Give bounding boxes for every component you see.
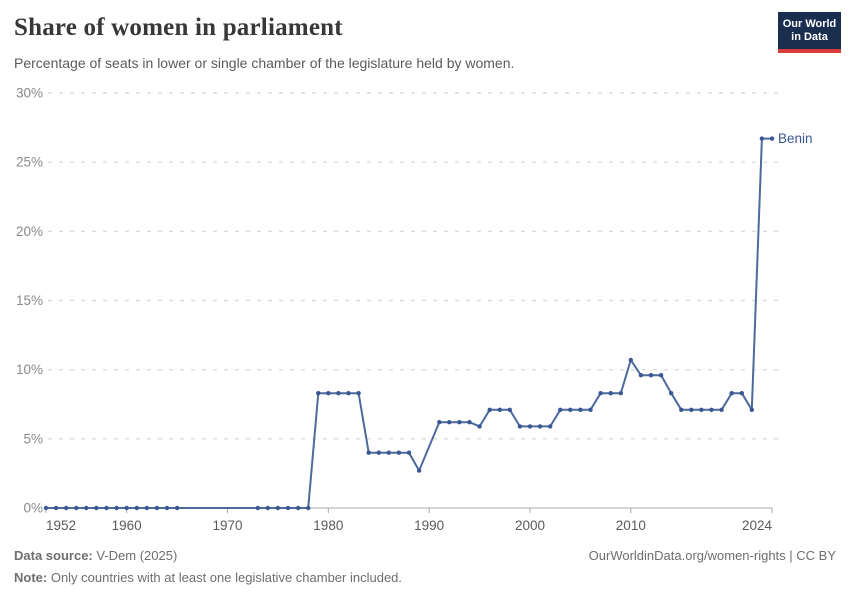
data-source-label: Data source:: [14, 548, 93, 563]
note-label: Note:: [14, 570, 48, 585]
x-tick-label: 2024: [742, 518, 773, 533]
data-source: Data source: V-Dem (2025): [14, 548, 177, 563]
data-point: [53, 505, 59, 511]
data-point: [507, 407, 512, 412]
data-point: [406, 450, 412, 455]
data-point: [306, 505, 311, 511]
data-point: [416, 468, 422, 473]
data-point: [527, 424, 533, 429]
data-point: [144, 505, 149, 511]
data-point: [467, 420, 472, 425]
data-point: [739, 391, 744, 396]
y-tick-label: 20%: [16, 224, 43, 239]
data-point: [346, 391, 351, 396]
data-point: [568, 407, 573, 412]
data-point: [537, 424, 543, 429]
data-point: [386, 450, 391, 455]
data-point: [84, 505, 89, 511]
data-point: [608, 391, 613, 396]
data-point: [164, 505, 170, 511]
data-point: [255, 505, 260, 511]
data-point: [437, 420, 442, 425]
x-tick-label: 1990: [414, 518, 444, 533]
y-tick-label: 15%: [16, 293, 43, 308]
data-point: [618, 391, 623, 396]
data-point: [326, 391, 331, 396]
data-point: [759, 136, 765, 141]
data-point: [154, 505, 160, 511]
data-point: [689, 407, 694, 412]
data-point: [648, 373, 654, 378]
note: Note: Only countries with at least one l…: [14, 570, 402, 585]
data-point: [114, 505, 119, 511]
data-point: [295, 505, 301, 511]
data-point: [94, 505, 99, 511]
data-point: [588, 407, 593, 412]
data-point: [376, 450, 381, 455]
x-tick-label: 1952: [46, 518, 76, 533]
owid-logo-line2: in Data: [791, 30, 828, 43]
data-point: [729, 391, 734, 396]
data-point: [316, 391, 321, 396]
data-point: [265, 505, 270, 511]
y-tick-label: 5%: [23, 431, 43, 446]
data-point: [366, 450, 371, 455]
data-point: [447, 420, 452, 425]
data-point: [517, 424, 523, 429]
data-point: [285, 505, 291, 511]
data-point: [275, 505, 281, 511]
data-point: [457, 420, 462, 425]
rights-link[interactable]: OurWorldinData.org/women-rights | CC BY: [588, 548, 836, 563]
data-point: [749, 407, 754, 412]
x-tick-label: 2010: [616, 518, 646, 533]
y-tick-label: 25%: [16, 155, 43, 170]
data-point: [548, 424, 553, 429]
x-tick-label: 1970: [212, 518, 242, 533]
data-point: [578, 407, 583, 412]
owid-logo: Our World in Data: [778, 12, 841, 53]
data-point: [336, 391, 341, 396]
data-point: [43, 505, 49, 511]
data-point: [174, 505, 180, 511]
data-point: [63, 505, 69, 511]
chart-title: Share of women in parliament: [14, 14, 343, 41]
entity-label[interactable]: Benin: [778, 131, 813, 146]
note-value: Only countries with at least one legisla…: [47, 570, 403, 585]
data-point: [769, 136, 775, 141]
data-point: [709, 407, 714, 412]
data-point: [356, 391, 361, 396]
data-point: [497, 407, 502, 412]
data-point: [628, 357, 633, 363]
y-tick-label: 10%: [16, 362, 43, 377]
data-source-value: V-Dem (2025): [92, 548, 178, 563]
y-tick-label: 30%: [16, 86, 43, 101]
data-point: [719, 407, 724, 412]
data-point: [487, 407, 492, 412]
data-point: [124, 505, 129, 511]
data-point: [658, 373, 664, 378]
data-point: [134, 505, 139, 511]
x-tick-label: 1980: [313, 518, 343, 533]
data-point: [598, 391, 603, 396]
data-point: [104, 505, 109, 511]
x-tick-label: 1960: [112, 518, 142, 533]
chart-subtitle: Percentage of seats in lower or single c…: [14, 55, 515, 71]
data-point: [477, 424, 482, 429]
data-point: [669, 391, 674, 396]
data-point: [396, 450, 402, 455]
data-point: [699, 407, 704, 412]
data-point: [74, 505, 79, 511]
data-point: [679, 407, 684, 412]
owid-logo-line1: Our World: [782, 17, 837, 30]
data-point: [558, 407, 563, 412]
x-tick-label: 2000: [515, 518, 545, 533]
data-point: [638, 373, 644, 378]
y-tick-label: 0%: [23, 501, 43, 516]
